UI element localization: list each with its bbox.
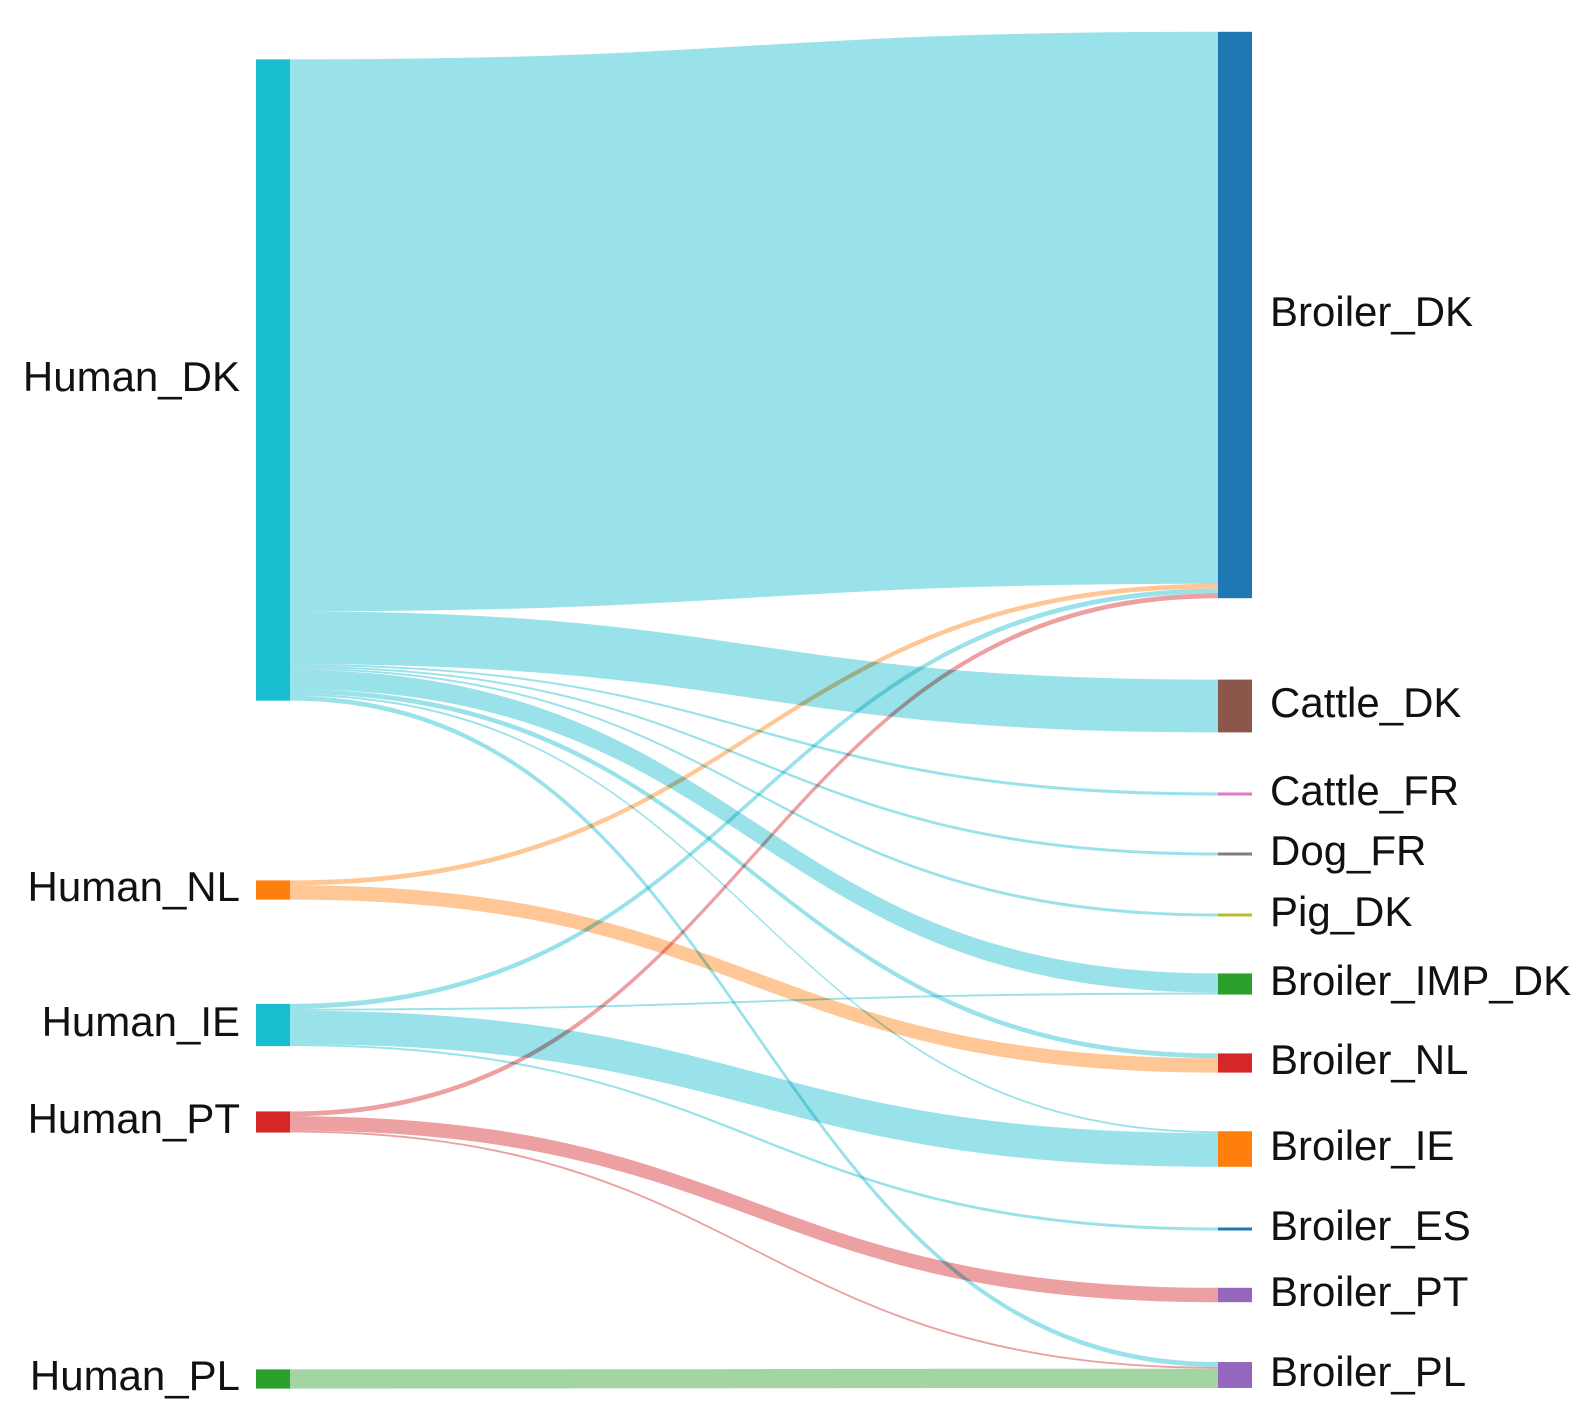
link-human-dk-to-broiler-imp-dk	[290, 669, 1218, 993]
node-label-broiler-dk: Broiler_DK	[1270, 288, 1473, 335]
node-broiler-es	[1218, 1227, 1252, 1231]
node-broiler-pl	[1218, 1362, 1252, 1388]
link-human-ie-to-broiler-ie	[290, 1010, 1218, 1167]
node-cattle-fr	[1218, 792, 1252, 796]
node-human-dk	[256, 59, 290, 701]
link-human-dk-to-dog-fr	[290, 666, 1218, 856]
node-broiler-imp-dk	[1218, 973, 1252, 995]
node-broiler-dk	[1218, 31, 1252, 599]
link-human-nl-to-broiler-nl	[290, 885, 1218, 1073]
node-label-broiler-ie: Broiler_IE	[1270, 1122, 1454, 1169]
node-label-dog-fr: Dog_FR	[1270, 827, 1426, 874]
node-label-broiler-es: Broiler_ES	[1270, 1202, 1471, 1249]
node-label-cattle-fr: Cattle_FR	[1270, 767, 1459, 814]
node-label-pig-dk: Pig_DK	[1270, 888, 1412, 935]
node-label-broiler-pl: Broiler_PL	[1270, 1348, 1466, 1395]
node-broiler-ie	[1218, 1131, 1252, 1167]
link-human-pt-to-broiler-pl	[290, 1130, 1218, 1369]
link-human-pt-to-broiler-dk	[290, 593, 1218, 1117]
link-human-pt-to-broiler-pt	[290, 1116, 1218, 1303]
node-label-human-pt: Human_PT	[28, 1095, 240, 1142]
node-label-human-ie: Human_IE	[42, 998, 240, 1045]
link-human-dk-to-cattle-dk	[290, 611, 1218, 733]
labels-layer: Human_DK Human_NL Human_IE Human_PT Human_PL…	[23, 288, 1571, 1399]
link-human-dk-to-broiler-pl	[290, 695, 1218, 1367]
node-label-human-dk: Human_DK	[23, 353, 240, 400]
link-human-dk-to-pig-dk	[290, 668, 1218, 917]
node-human-nl	[256, 880, 290, 900]
nodes-layer	[256, 31, 1252, 1389]
link-human-ie-to-broiler-dk	[290, 588, 1218, 1009]
node-label-broiler-imp-dk: Broiler_IMP_DK	[1270, 957, 1571, 1004]
node-label-human-nl: Human_NL	[28, 863, 240, 910]
link-human-nl-to-broiler-dk	[290, 583, 1218, 886]
node-label-human-pl: Human_PL	[30, 1352, 240, 1399]
node-broiler-pt	[1218, 1287, 1252, 1303]
node-label-broiler-pt: Broiler_PT	[1270, 1268, 1468, 1315]
link-human-dk-to-broiler-ie	[290, 693, 1218, 1134]
link-human-pl-to-broiler-pl	[290, 1368, 1218, 1389]
link-human-dk-to-broiler-nl	[290, 689, 1218, 1059]
link-human-dk-to-cattle-fr	[290, 664, 1218, 796]
link-human-ie-to-broiler-imp-dk	[290, 992, 1218, 1011]
node-human-pl	[256, 1369, 290, 1389]
node-human-pt	[256, 1111, 290, 1133]
node-label-broiler-nl: Broiler_NL	[1270, 1036, 1468, 1083]
node-human-ie	[256, 1003, 290, 1047]
links-layer	[290, 31, 1218, 1389]
node-broiler-nl	[1218, 1053, 1252, 1073]
link-human-ie-to-broiler-es	[290, 1044, 1218, 1231]
link-human-dk-to-broiler-dk	[290, 31, 1218, 612]
node-pig-dk	[1218, 913, 1252, 917]
node-dog-fr	[1218, 852, 1252, 856]
node-label-cattle-dk: Cattle_DK	[1270, 679, 1461, 726]
node-cattle-dk	[1218, 679, 1252, 733]
